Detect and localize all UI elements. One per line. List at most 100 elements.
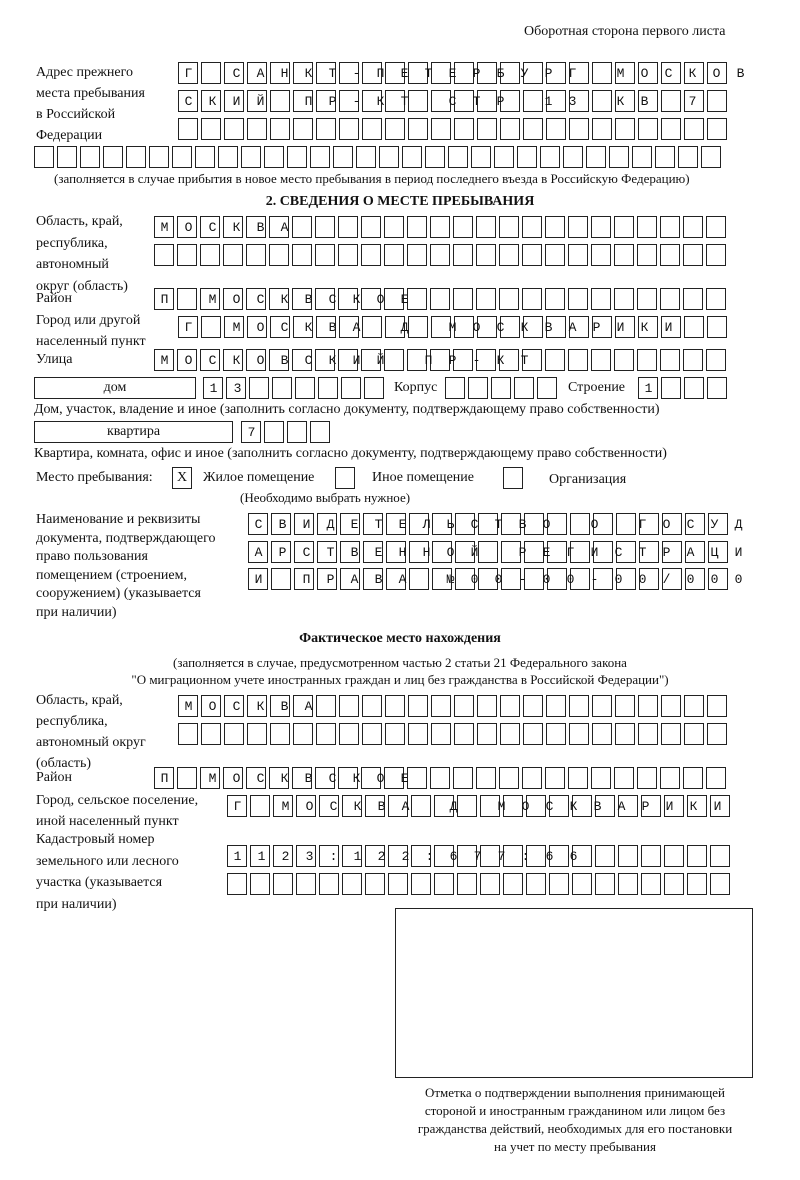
char-cell[interactable] [149, 146, 169, 168]
char-cell[interactable] [292, 767, 312, 789]
char-cell[interactable] [523, 723, 543, 745]
char-cell[interactable] [385, 723, 405, 745]
char-cell[interactable] [708, 513, 728, 535]
char-cell[interactable] [407, 767, 427, 789]
char-cell[interactable] [457, 873, 477, 895]
char-cell[interactable] [662, 513, 682, 535]
char-cell[interactable] [201, 316, 221, 338]
char-cell[interactable] [454, 316, 474, 338]
doc-row-3[interactable]: И ПРАВА №00-00-00/000 [248, 568, 742, 590]
char-cell[interactable] [522, 216, 542, 238]
char-cell[interactable] [500, 118, 520, 140]
char-cell[interactable] [568, 244, 588, 266]
char-cell[interactable] [270, 62, 290, 84]
stay-checkbox-organization[interactable] [503, 467, 523, 489]
char-cell[interactable] [178, 90, 198, 112]
char-cell[interactable] [549, 795, 569, 817]
char-cell[interactable] [687, 873, 707, 895]
char-cell[interactable] [503, 845, 523, 867]
char-cell[interactable] [678, 146, 698, 168]
char-cell[interactable] [319, 795, 339, 817]
char-cell[interactable] [293, 90, 313, 112]
char-cell[interactable] [639, 541, 659, 563]
char-cell[interactable] [524, 541, 544, 563]
char-cell[interactable] [476, 244, 496, 266]
char-cell[interactable] [361, 244, 381, 266]
char-cell[interactable] [545, 244, 565, 266]
char-cell[interactable] [706, 288, 726, 310]
char-cell[interactable] [264, 146, 284, 168]
char-cell[interactable] [310, 146, 330, 168]
char-cell[interactable] [316, 90, 336, 112]
char-cell[interactable] [411, 873, 431, 895]
char-cell[interactable] [455, 541, 475, 563]
char-cell[interactable] [57, 146, 77, 168]
char-cell[interactable] [664, 873, 684, 895]
char-cell[interactable] [270, 118, 290, 140]
char-cell[interactable] [454, 90, 474, 112]
char-cell[interactable] [200, 349, 220, 371]
char-cell[interactable] [664, 845, 684, 867]
char-cell[interactable] [569, 723, 589, 745]
char-cell[interactable] [431, 118, 451, 140]
char-cell[interactable] [664, 795, 684, 817]
char-cell[interactable] [431, 90, 451, 112]
char-cell[interactable] [292, 349, 312, 371]
char-cell[interactable] [592, 316, 612, 338]
char-cell[interactable] [248, 568, 268, 590]
char-cell[interactable] [570, 568, 590, 590]
char-cell[interactable] [34, 146, 54, 168]
char-cell[interactable] [272, 377, 292, 399]
char-cell[interactable] [316, 118, 336, 140]
char-cell[interactable] [569, 62, 589, 84]
char-cell[interactable] [246, 288, 266, 310]
char-cell[interactable] [287, 146, 307, 168]
char-cell[interactable] [296, 795, 316, 817]
street-cells[interactable]: МОСКОВСКИЙ ПР-КТ [154, 349, 729, 371]
char-cell[interactable] [432, 513, 452, 535]
char-cell[interactable] [247, 62, 267, 84]
char-cell[interactable] [639, 513, 659, 535]
char-cell[interactable] [547, 541, 567, 563]
char-cell[interactable] [338, 244, 358, 266]
char-cell[interactable] [592, 90, 612, 112]
char-cell[interactable] [684, 62, 704, 84]
char-cell[interactable] [200, 288, 220, 310]
char-cell[interactable] [338, 216, 358, 238]
char-cell[interactable] [126, 146, 146, 168]
char-cell[interactable] [223, 349, 243, 371]
char-cell[interactable] [701, 146, 721, 168]
prev-address-row-3[interactable] [178, 118, 730, 140]
char-cell[interactable] [568, 767, 588, 789]
region-row-1[interactable]: МОСКВА [154, 216, 729, 238]
char-cell[interactable] [477, 90, 497, 112]
char-cell[interactable] [615, 316, 635, 338]
char-cell[interactable] [477, 723, 497, 745]
char-cell[interactable] [683, 216, 703, 238]
char-cell[interactable] [661, 377, 681, 399]
char-cell[interactable] [431, 316, 451, 338]
char-cell[interactable] [248, 541, 268, 563]
char-cell[interactable] [203, 377, 223, 399]
char-cell[interactable] [614, 349, 634, 371]
char-cell[interactable] [524, 513, 544, 535]
char-cell[interactable] [224, 723, 244, 745]
char-cell[interactable] [618, 845, 638, 867]
char-cell[interactable] [480, 795, 500, 817]
char-cell[interactable] [609, 146, 629, 168]
char-cell[interactable] [547, 513, 567, 535]
char-cell[interactable] [224, 695, 244, 717]
char-cell[interactable] [385, 316, 405, 338]
char-cell[interactable] [707, 695, 727, 717]
char-cell[interactable] [476, 288, 496, 310]
char-cell[interactable] [293, 695, 313, 717]
char-cell[interactable] [177, 216, 197, 238]
char-cell[interactable] [385, 90, 405, 112]
char-cell[interactable] [430, 216, 450, 238]
char-cell[interactable] [526, 845, 546, 867]
char-cell[interactable] [685, 513, 705, 535]
actual-district-cells[interactable]: П МОСКВСКОЕ [154, 767, 729, 789]
char-cell[interactable] [363, 541, 383, 563]
char-cell[interactable] [339, 695, 359, 717]
char-cell[interactable] [468, 377, 488, 399]
